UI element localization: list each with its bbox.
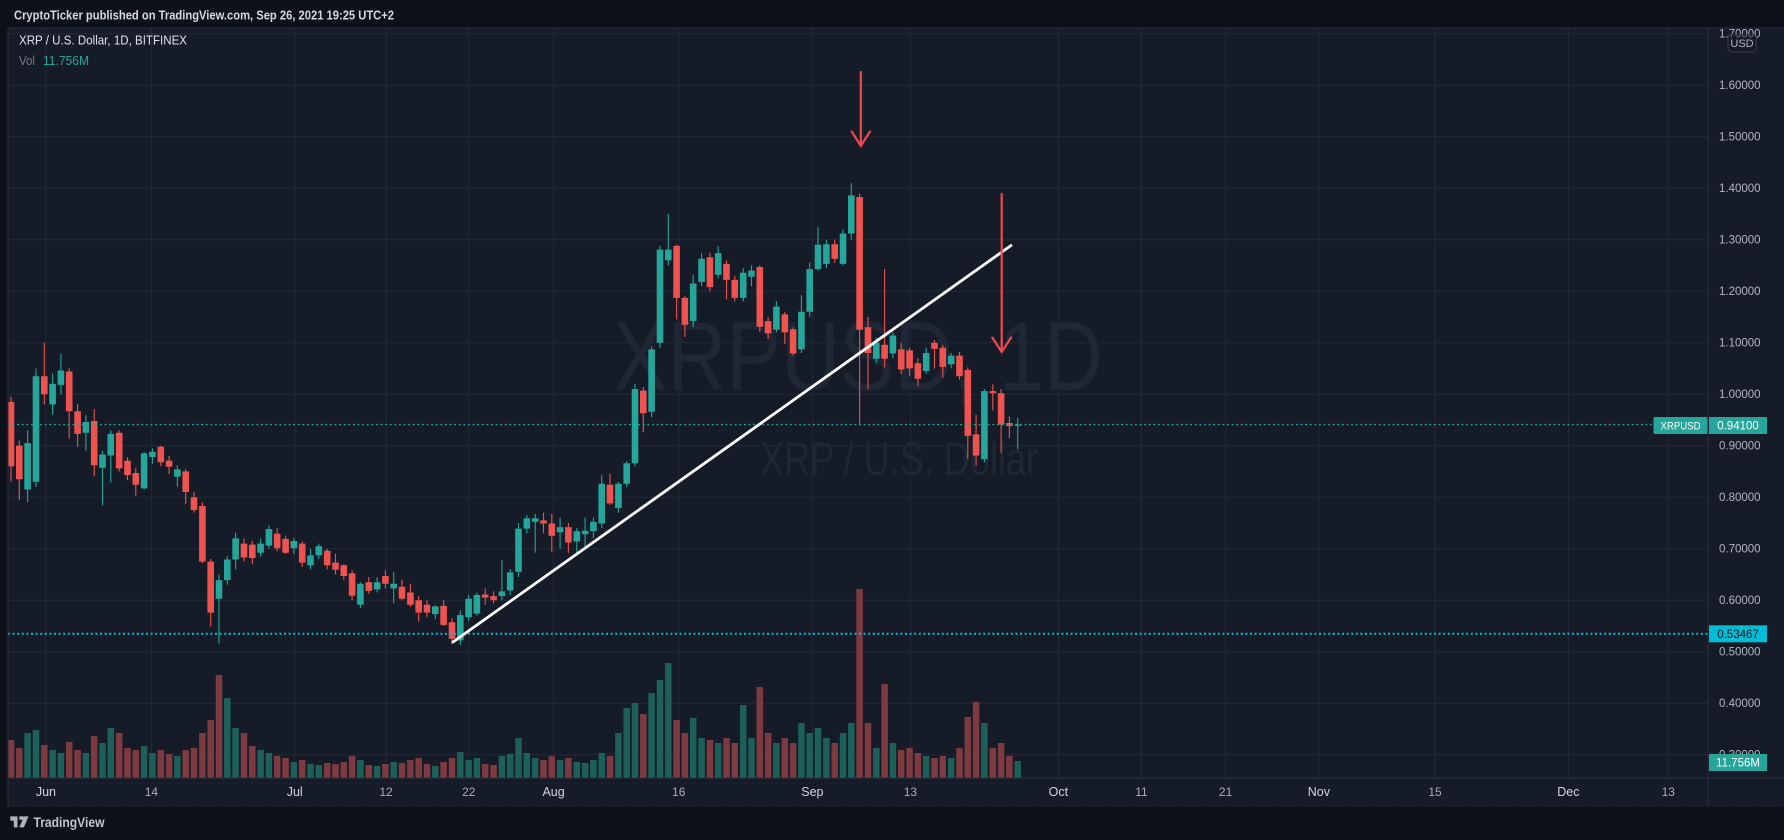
- svg-text:0.90000: 0.90000: [1719, 441, 1761, 453]
- svg-text:Nov: Nov: [1308, 785, 1331, 799]
- svg-text:15: 15: [1428, 785, 1442, 799]
- svg-text:Sep: Sep: [801, 785, 823, 799]
- svg-text:1.60000: 1.60000: [1719, 80, 1761, 92]
- svg-text:11: 11: [1135, 785, 1148, 799]
- svg-text:1.00000: 1.00000: [1719, 389, 1761, 401]
- svg-text:1.50000: 1.50000: [1719, 132, 1761, 144]
- svg-text:1.30000: 1.30000: [1719, 235, 1761, 247]
- svg-text:1.40000: 1.40000: [1719, 183, 1761, 195]
- svg-text:13: 13: [1662, 785, 1676, 799]
- svg-text:Jul: Jul: [287, 785, 303, 799]
- svg-text:TradingView: TradingView: [34, 815, 105, 830]
- svg-text:16: 16: [672, 785, 686, 799]
- svg-text:0.60000: 0.60000: [1719, 595, 1761, 607]
- svg-text:CryptoTicker published on Trad: CryptoTicker published on TradingView.co…: [14, 9, 394, 23]
- svg-text:21: 21: [1219, 785, 1233, 799]
- svg-text:0.53467: 0.53467: [1717, 629, 1759, 641]
- svg-text:0.50000: 0.50000: [1719, 647, 1761, 659]
- svg-text:11.756M: 11.756M: [1716, 758, 1760, 770]
- svg-text:USD: USD: [1730, 38, 1753, 50]
- svg-text:0.70000: 0.70000: [1719, 544, 1761, 556]
- svg-text:XRP / U.S. Dollar, 1D, BITFINE: XRP / U.S. Dollar, 1D, BITFINEX: [19, 34, 188, 48]
- svg-text:22: 22: [462, 785, 476, 799]
- svg-text:0.40000: 0.40000: [1719, 698, 1761, 710]
- svg-text:Jun: Jun: [36, 785, 56, 799]
- svg-text:1.20000: 1.20000: [1719, 286, 1761, 298]
- svg-text:1.10000: 1.10000: [1719, 338, 1761, 350]
- svg-text:12: 12: [379, 785, 393, 799]
- svg-text:XRPUSD: XRPUSD: [1661, 421, 1701, 433]
- svg-text:Dec: Dec: [1557, 785, 1579, 799]
- svg-text:Vol: Vol: [19, 54, 35, 68]
- svg-text:14: 14: [145, 785, 159, 799]
- svg-text:Oct: Oct: [1049, 785, 1069, 799]
- svg-text:0.80000: 0.80000: [1719, 492, 1761, 504]
- svg-text:1.70000: 1.70000: [1719, 29, 1761, 41]
- svg-text:13: 13: [904, 785, 918, 799]
- svg-text:11.756M: 11.756M: [43, 54, 89, 68]
- svg-text:0.94100: 0.94100: [1717, 421, 1759, 433]
- svg-text:Aug: Aug: [542, 785, 564, 799]
- svg-text:XRP / U.S. Dollar: XRP / U.S. Dollar: [760, 432, 1038, 485]
